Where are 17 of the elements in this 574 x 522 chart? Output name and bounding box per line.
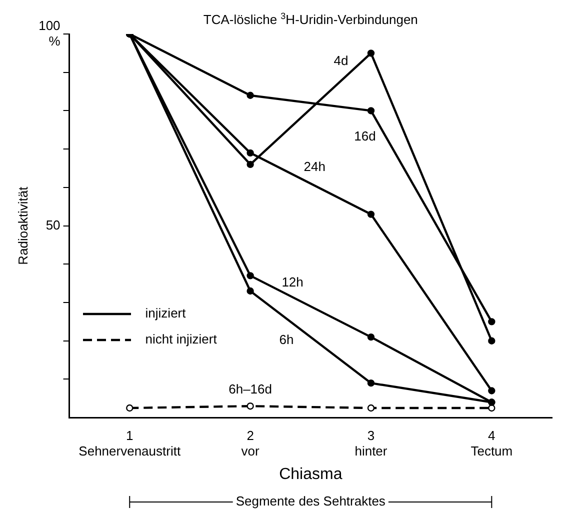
series-label: 4d (334, 52, 348, 68)
annotation: injiziert (145, 306, 186, 321)
series-label: 12h (282, 274, 304, 290)
x-axis-title: Chiasma (279, 466, 342, 483)
series-label: 24h (304, 159, 326, 174)
x-tick-label: 2 vor (241, 428, 260, 459)
series-label: 6h (279, 332, 294, 348)
y-axis-title: Radioaktivität (15, 186, 30, 265)
annotation: nicht injiziert (145, 332, 218, 347)
series-label: 16d (354, 128, 376, 144)
series-label: 6h–16d (228, 382, 272, 397)
x-tick-label: 1 Sehnervenaustritt (78, 428, 181, 459)
x-tick-label: 3 hinter (354, 428, 388, 459)
text: Segmente des Sehtraktes (236, 494, 386, 509)
y-tick-label: 50 (46, 217, 60, 232)
y-tick-label: 100 % (38, 18, 61, 48)
x-tick-label: 4 Tectum (470, 428, 513, 459)
